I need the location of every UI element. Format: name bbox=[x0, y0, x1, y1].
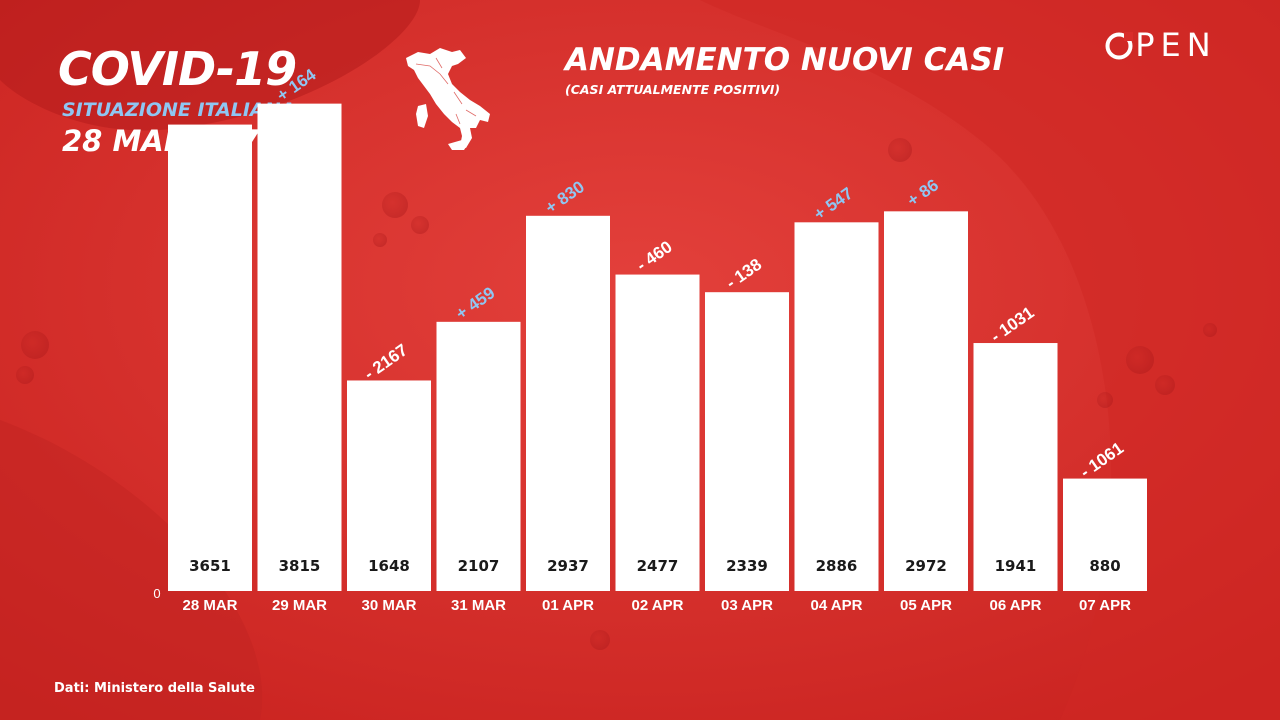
bar-value-label: 2937 bbox=[547, 557, 589, 575]
bar bbox=[436, 321, 521, 591]
bar-value-label: 3651 bbox=[189, 557, 231, 575]
bar bbox=[257, 103, 342, 591]
page-title: COVID-19 bbox=[58, 42, 297, 96]
x-tick-label: 07 APR bbox=[1079, 597, 1131, 614]
x-tick-label: 03 APR bbox=[721, 597, 773, 614]
bar bbox=[615, 274, 700, 591]
x-tick-label: 28 MAR bbox=[182, 597, 237, 614]
brand-name: OPEN bbox=[1104, 26, 1217, 64]
bar bbox=[168, 124, 252, 591]
open-logo-icon bbox=[1105, 32, 1133, 60]
x-tick-label: 01 APR bbox=[542, 597, 594, 614]
change-label: - 460 bbox=[633, 237, 676, 275]
bar-value-label: 2972 bbox=[905, 557, 947, 575]
x-tick-label: 05 APR bbox=[900, 597, 952, 614]
change-label: - 2167 bbox=[361, 340, 411, 383]
x-tick-label: 31 MAR bbox=[451, 597, 506, 614]
x-tick-label: 04 APR bbox=[811, 597, 863, 614]
bar-value-label: 1941 bbox=[995, 557, 1037, 575]
change-label: - 138 bbox=[723, 255, 766, 293]
x-tick-label: 06 APR bbox=[990, 597, 1042, 614]
bar-value-label: 1648 bbox=[368, 557, 410, 575]
bar bbox=[347, 380, 431, 591]
x-tick-label: 02 APR bbox=[632, 597, 684, 614]
change-label: + 164 bbox=[273, 65, 320, 106]
italy-map-icon bbox=[406, 48, 490, 150]
page-subtitle: SITUAZIONE ITALIANA bbox=[62, 99, 296, 121]
bar bbox=[705, 292, 789, 591]
brand-text: PEN bbox=[1135, 26, 1217, 64]
change-label: - 1061 bbox=[1077, 438, 1127, 481]
bar bbox=[884, 211, 968, 591]
change-label: + 547 bbox=[810, 184, 856, 224]
bar bbox=[1063, 478, 1147, 591]
bar-value-label: 3815 bbox=[279, 557, 321, 575]
change-label: - 1031 bbox=[987, 303, 1037, 346]
bar-value-label: 2107 bbox=[458, 557, 500, 575]
y-tick-label: 0 bbox=[153, 586, 160, 601]
bar-value-label: 2886 bbox=[816, 557, 858, 575]
bar-value-label: 2477 bbox=[637, 557, 679, 575]
data-source: Dati: Ministero della Salute bbox=[54, 681, 255, 696]
chart-title: ANDAMENTO NUOVI CASI bbox=[565, 42, 1005, 78]
bar bbox=[973, 343, 1058, 591]
x-tick-label: 29 MAR bbox=[272, 597, 327, 614]
change-label: + 830 bbox=[542, 177, 588, 217]
x-tick-label: 30 MAR bbox=[361, 597, 416, 614]
change-label: + 459 bbox=[452, 283, 498, 323]
bar bbox=[794, 222, 879, 591]
chart-subtitle: (CASI ATTUALMENTE POSITIVI) bbox=[565, 82, 781, 97]
bar-value-label: 2339 bbox=[726, 557, 768, 575]
change-label: + 86 bbox=[904, 175, 942, 210]
bar-value-label: 880 bbox=[1089, 557, 1120, 575]
bar bbox=[526, 215, 610, 591]
